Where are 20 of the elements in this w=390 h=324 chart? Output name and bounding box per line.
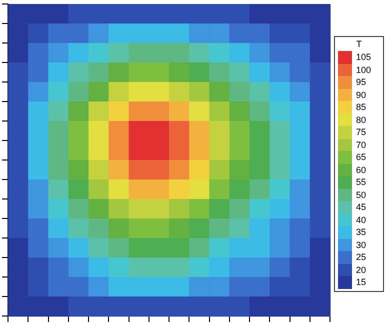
color-bar-label: 20 bbox=[356, 264, 366, 275]
color-bar-label: 45 bbox=[356, 202, 366, 212]
color-bar-label: 70 bbox=[356, 140, 366, 150]
color-bar-label: 60 bbox=[356, 164, 366, 175]
color-bar-label: 80 bbox=[356, 114, 366, 125]
color-bar-title: T bbox=[355, 39, 363, 49]
color-bar-label: 75 bbox=[356, 127, 366, 138]
color-bar-label: 55 bbox=[356, 177, 366, 188]
color-bar-label: 50 bbox=[356, 190, 366, 200]
color-bar-label: 15 bbox=[356, 277, 366, 288]
color-bar-label: 65 bbox=[356, 152, 366, 162]
color-bar-label: 30 bbox=[356, 240, 366, 250]
color-bar-label: 105 bbox=[356, 52, 372, 62]
color-bar-label: 95 bbox=[356, 77, 366, 88]
color-bar-label: 25 bbox=[356, 252, 366, 262]
color-bar-label: 85 bbox=[356, 102, 366, 112]
color-bar-label: 90 bbox=[356, 90, 366, 100]
color-bar-label: 100 bbox=[356, 64, 372, 75]
color-bar-label: 40 bbox=[356, 214, 366, 225]
color-bar-label: 35 bbox=[356, 227, 366, 238]
